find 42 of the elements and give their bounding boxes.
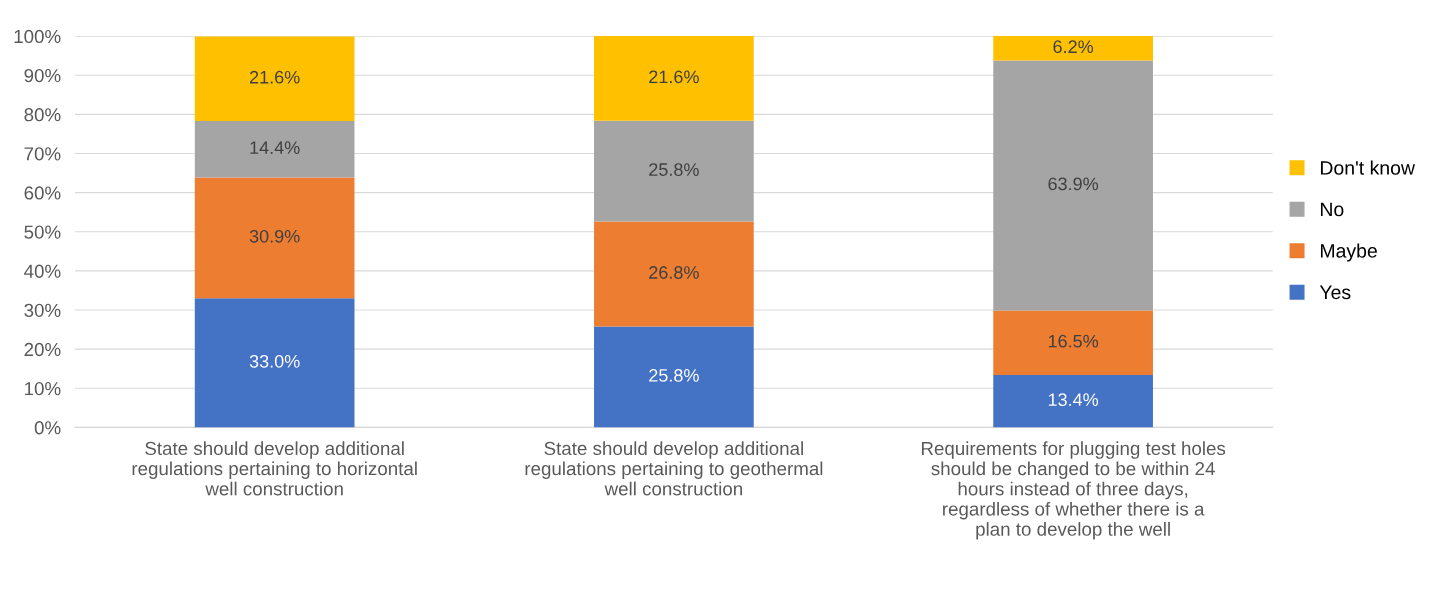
bar — [993, 374, 1153, 428]
data-label: 6.2% — [1053, 40, 1094, 54]
data-label: 14.4% — [250, 141, 300, 154]
y-tick-label: 0% — [34, 421, 61, 435]
data-label: 30.9% — [249, 229, 300, 243]
data-label: 25.8% — [649, 369, 699, 382]
y-tick-label: 40% — [24, 264, 61, 278]
legend-label: Maybe — [1320, 243, 1377, 262]
y-tick-label: 50% — [24, 225, 61, 239]
y-tick-label: 60% — [24, 186, 61, 200]
bar — [594, 326, 754, 428]
data-label: 63.9% — [1048, 177, 1099, 191]
data-label: 26.8% — [649, 266, 699, 279]
bar — [594, 120, 754, 222]
x-tick-label: Requirements for plugging test holes should be changed to be within 24 hours instead of three days, regardless of whether there is a plan to develop the well — [921, 441, 1226, 540]
bar — [194, 121, 355, 178]
data-label: 33.0% — [249, 354, 300, 368]
legend-label: Don't know — [1320, 160, 1416, 175]
bar — [993, 310, 1153, 375]
bar — [194, 298, 355, 428]
data-label: 16.5% — [1048, 334, 1099, 348]
x-tick-label: State should develop additional regulations pertaining to horizontal well construction — [132, 441, 417, 496]
legend-label: Yes — [1319, 285, 1351, 300]
bar — [594, 36, 754, 121]
bar — [993, 60, 1153, 311]
data-label: 25.8% — [649, 163, 699, 176]
y-tick-label: 90% — [24, 68, 61, 83]
data-label: 13.4% — [1048, 393, 1099, 407]
x-tick-label: State should develop additional regulations pertaining to geothermal well construction — [525, 441, 823, 496]
y-tick-label: 10% — [25, 381, 61, 396]
y-tick-label: 80% — [24, 108, 61, 122]
bar — [194, 177, 355, 299]
y-tick-label: 30% — [24, 303, 61, 318]
bar — [993, 36, 1153, 61]
legend-label: No — [1320, 202, 1344, 217]
y-tick-label: 20% — [24, 342, 61, 357]
y-tick-label: 70% — [24, 147, 61, 161]
bar — [194, 36, 355, 122]
data-label: 21.6% — [649, 70, 699, 84]
y-tick-label: 100% — [14, 29, 61, 44]
data-label: 21.6% — [249, 70, 300, 84]
bar — [594, 221, 754, 327]
